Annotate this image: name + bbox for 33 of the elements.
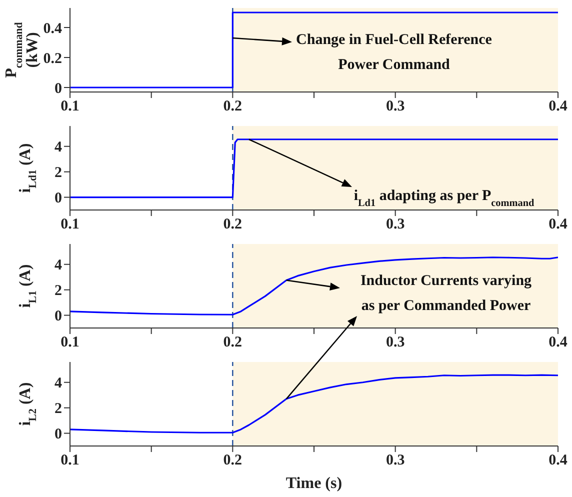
annotation: Inductor Currents varying as per Commanded Power (360, 273, 532, 314)
x-tick-label: 0.4 (548, 452, 568, 469)
annotation: i$_{Ld1}$ adapting as per P$_{command}$ (354, 188, 534, 208)
y-axis-title: P$_{command}$ (kW) (3, 22, 41, 78)
y-tick-label: 0.2 (43, 50, 62, 67)
y-tick-label: 0 (54, 80, 62, 97)
x-tick-label: 0.4 (548, 98, 568, 115)
x-tick-label: 0.1 (60, 334, 80, 351)
y-tick-label: 0.4 (43, 20, 62, 37)
x-tick-label: 0.1 (60, 452, 80, 469)
x-tick-label: 0.2 (223, 334, 242, 351)
x-tick-label: 0.3 (386, 452, 405, 469)
y-tick-label: 2 (54, 165, 62, 182)
x-axis-title: Time (s) (286, 475, 342, 492)
x-tick-label: 0.4 (548, 216, 568, 233)
y-tick-label: 2 (54, 401, 62, 418)
y-tick-label: 2 (54, 283, 62, 300)
x-tick-label: 0.1 (60, 216, 80, 233)
x-tick-label: 0.3 (386, 216, 405, 233)
y-tick-label: 4 (54, 258, 62, 274)
y-tick-label: 4 (54, 376, 62, 392)
x-tick-label: 0.4 (548, 334, 568, 351)
x-tick-label: 0.2 (223, 216, 242, 233)
x-tick-label: 0.1 (60, 98, 80, 115)
x-tick-label: 0.3 (386, 334, 405, 351)
y-tick-label: 0 (54, 308, 62, 325)
y-tick-label: 0 (54, 426, 62, 443)
y-tick-label: 4 (54, 140, 62, 156)
annotation: Change in Fuel-Cell Reference Power Command (296, 32, 492, 73)
y-tick-label: 0 (54, 190, 62, 207)
x-tick-label: 0.3 (386, 98, 405, 115)
x-tick-label: 0.2 (223, 452, 242, 469)
x-tick-label: 0.2 (223, 98, 242, 115)
